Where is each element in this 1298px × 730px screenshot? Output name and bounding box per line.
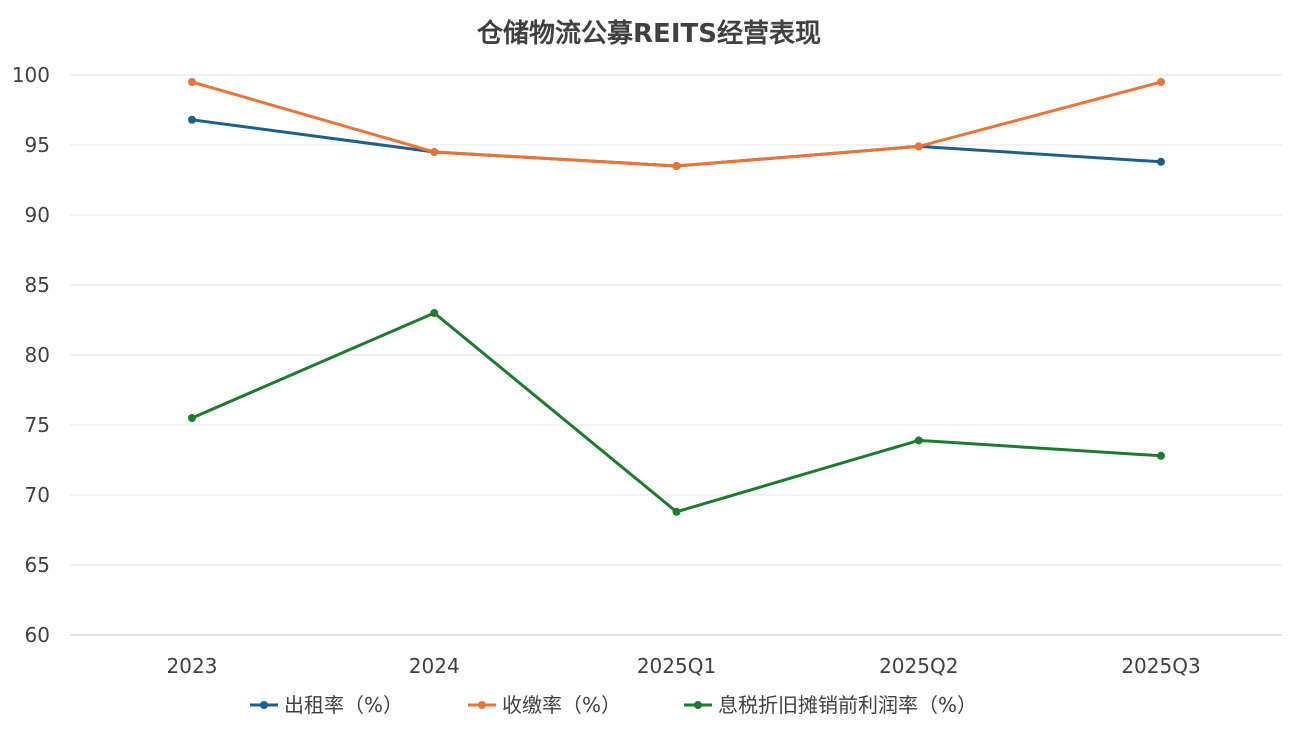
data-point (672, 507, 681, 516)
x-tick-label: 2025Q3 (1121, 654, 1200, 678)
legend-marker (260, 701, 268, 709)
legend-label: 息税折旧摊销前利润率（%） (718, 693, 977, 717)
legend-marker (694, 701, 702, 709)
legend-label: 出租率（%） (284, 693, 403, 717)
legend-item: 出租率（%） (250, 693, 403, 717)
series-2 (188, 309, 1165, 516)
y-tick-label: 65 (25, 553, 50, 577)
data-point (430, 148, 439, 156)
data-point (1157, 451, 1165, 460)
chart-title: 仓储物流公募REITS经营表现 (476, 18, 821, 49)
data-point (188, 414, 196, 422)
legend-item: 息税折旧摊销前利润率（%） (684, 693, 977, 717)
data-point (672, 162, 681, 170)
series-lines (188, 78, 1165, 516)
y-tick-label: 95 (25, 133, 50, 157)
legend: 出租率（%） 收缴率（%） 息税折旧摊销前利润率（%） (250, 693, 977, 717)
x-tick-label: 2025Q2 (879, 654, 958, 678)
legend-item: 收缴率（%） (468, 693, 621, 717)
y-axis-ticks: 60 65 70 75 80 85 90 95 100 (12, 63, 50, 647)
data-point (914, 142, 923, 151)
gridlines (70, 74, 1282, 636)
x-tick-label: 2024 (409, 654, 460, 678)
data-point (1157, 157, 1165, 166)
series-line (191, 118, 1162, 168)
data-point (188, 78, 196, 86)
y-tick-label: 80 (25, 343, 50, 367)
y-tick-label: 85 (25, 273, 50, 297)
series-line (191, 311, 1162, 514)
series-1 (188, 78, 1165, 170)
x-tick-label: 2025Q1 (637, 654, 716, 678)
x-axis-ticks: 2023 2024 2025Q1 2025Q2 2025Q3 (167, 654, 1201, 678)
y-tick-label: 70 (25, 483, 50, 507)
x-tick-label: 2023 (167, 654, 218, 678)
y-tick-label: 60 (25, 623, 50, 647)
data-point (430, 309, 439, 317)
data-point (188, 115, 196, 124)
legend-marker (478, 701, 486, 709)
y-tick-label: 100 (12, 63, 50, 87)
y-tick-label: 90 (25, 203, 50, 227)
data-point (1157, 78, 1165, 86)
data-point (914, 436, 923, 445)
legend-label: 收缴率（%） (502, 693, 621, 717)
y-tick-label: 75 (25, 413, 50, 437)
